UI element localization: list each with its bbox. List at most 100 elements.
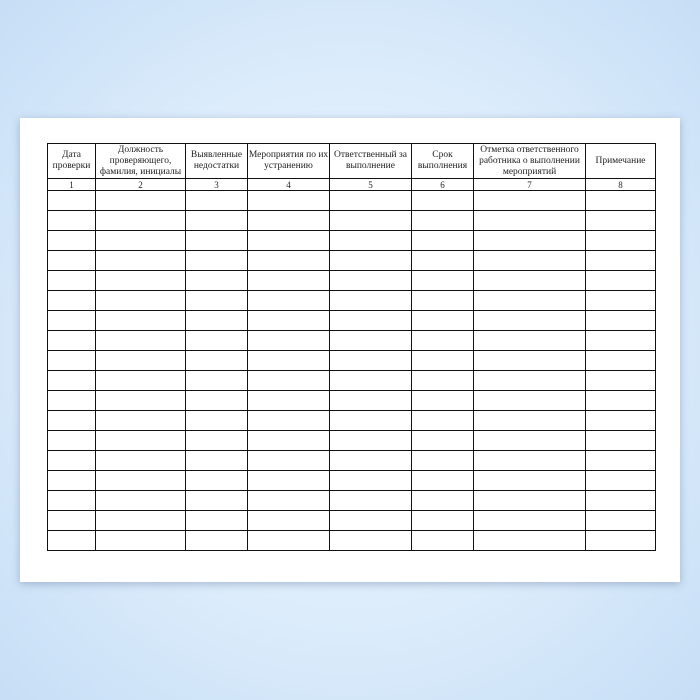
table-cell[interactable] (95, 430, 186, 451)
table-cell[interactable] (95, 530, 186, 551)
table-cell[interactable] (411, 230, 474, 251)
table-cell[interactable] (329, 430, 412, 451)
table-cell[interactable] (411, 490, 474, 511)
table-cell[interactable] (473, 270, 586, 291)
table-cell[interactable] (585, 490, 656, 511)
table-cell[interactable] (47, 350, 96, 371)
table-cell[interactable] (329, 270, 412, 291)
table-cell[interactable] (47, 190, 96, 211)
table-cell[interactable] (95, 390, 186, 411)
table-cell[interactable] (329, 310, 412, 331)
table-cell[interactable] (95, 450, 186, 471)
table-cell[interactable] (185, 210, 248, 231)
table-cell[interactable] (47, 430, 96, 451)
table-cell[interactable] (585, 310, 656, 331)
table-cell[interactable] (247, 330, 330, 351)
table-cell[interactable] (47, 370, 96, 391)
table-cell[interactable] (185, 230, 248, 251)
table-cell[interactable] (47, 210, 96, 231)
table-cell[interactable] (185, 450, 248, 471)
table-cell[interactable] (473, 530, 586, 551)
table-cell[interactable] (185, 290, 248, 311)
table-cell[interactable] (473, 350, 586, 371)
table-cell[interactable] (411, 330, 474, 351)
table-cell[interactable] (47, 470, 96, 491)
table-cell[interactable] (95, 290, 186, 311)
table-cell[interactable] (411, 430, 474, 451)
table-cell[interactable] (585, 450, 656, 471)
table-cell[interactable] (185, 410, 248, 431)
table-cell[interactable] (47, 330, 96, 351)
table-cell[interactable] (329, 250, 412, 271)
table-cell[interactable] (585, 370, 656, 391)
table-cell[interactable] (585, 230, 656, 251)
table-cell[interactable] (473, 390, 586, 411)
table-cell[interactable] (585, 530, 656, 551)
table-cell[interactable] (473, 450, 586, 471)
table-cell[interactable] (185, 310, 248, 331)
table-cell[interactable] (473, 190, 586, 211)
table-cell[interactable] (247, 390, 330, 411)
table-cell[interactable] (47, 510, 96, 531)
table-cell[interactable] (411, 310, 474, 331)
table-cell[interactable] (247, 350, 330, 371)
table-cell[interactable] (247, 210, 330, 231)
table-cell[interactable] (247, 230, 330, 251)
table-cell[interactable] (473, 310, 586, 331)
table-cell[interactable] (47, 230, 96, 251)
table-cell[interactable] (47, 310, 96, 331)
table-cell[interactable] (329, 450, 412, 471)
table-cell[interactable] (185, 530, 248, 551)
table-cell[interactable] (247, 370, 330, 391)
table-cell[interactable] (585, 290, 656, 311)
table-cell[interactable] (473, 430, 586, 451)
table-cell[interactable] (247, 290, 330, 311)
table-cell[interactable] (47, 390, 96, 411)
table-cell[interactable] (185, 490, 248, 511)
table-cell[interactable] (95, 190, 186, 211)
table-cell[interactable] (585, 330, 656, 351)
table-cell[interactable] (329, 210, 412, 231)
table-cell[interactable] (185, 470, 248, 491)
table-cell[interactable] (247, 250, 330, 271)
table-cell[interactable] (95, 410, 186, 431)
table-cell[interactable] (185, 510, 248, 531)
table-cell[interactable] (473, 410, 586, 431)
table-cell[interactable] (585, 270, 656, 291)
table-cell[interactable] (329, 490, 412, 511)
table-cell[interactable] (247, 430, 330, 451)
table-cell[interactable] (247, 410, 330, 431)
table-cell[interactable] (95, 210, 186, 231)
table-cell[interactable] (473, 370, 586, 391)
table-cell[interactable] (329, 530, 412, 551)
table-cell[interactable] (47, 290, 96, 311)
table-cell[interactable] (247, 470, 330, 491)
table-cell[interactable] (185, 250, 248, 271)
table-cell[interactable] (585, 250, 656, 271)
table-cell[interactable] (185, 270, 248, 291)
table-cell[interactable] (329, 330, 412, 351)
table-cell[interactable] (473, 490, 586, 511)
table-cell[interactable] (329, 470, 412, 491)
table-cell[interactable] (585, 390, 656, 411)
table-cell[interactable] (329, 190, 412, 211)
table-cell[interactable] (47, 410, 96, 431)
table-cell[interactable] (185, 370, 248, 391)
table-cell[interactable] (95, 370, 186, 391)
table-cell[interactable] (247, 510, 330, 531)
table-cell[interactable] (185, 190, 248, 211)
table-cell[interactable] (329, 370, 412, 391)
table-cell[interactable] (247, 190, 330, 211)
table-cell[interactable] (47, 270, 96, 291)
table-cell[interactable] (95, 230, 186, 251)
table-cell[interactable] (585, 510, 656, 531)
table-cell[interactable] (47, 450, 96, 471)
table-cell[interactable] (247, 270, 330, 291)
table-cell[interactable] (329, 350, 412, 371)
table-cell[interactable] (585, 190, 656, 211)
table-cell[interactable] (411, 370, 474, 391)
table-cell[interactable] (411, 390, 474, 411)
table-cell[interactable] (95, 310, 186, 331)
table-cell[interactable] (411, 410, 474, 431)
table-cell[interactable] (247, 530, 330, 551)
